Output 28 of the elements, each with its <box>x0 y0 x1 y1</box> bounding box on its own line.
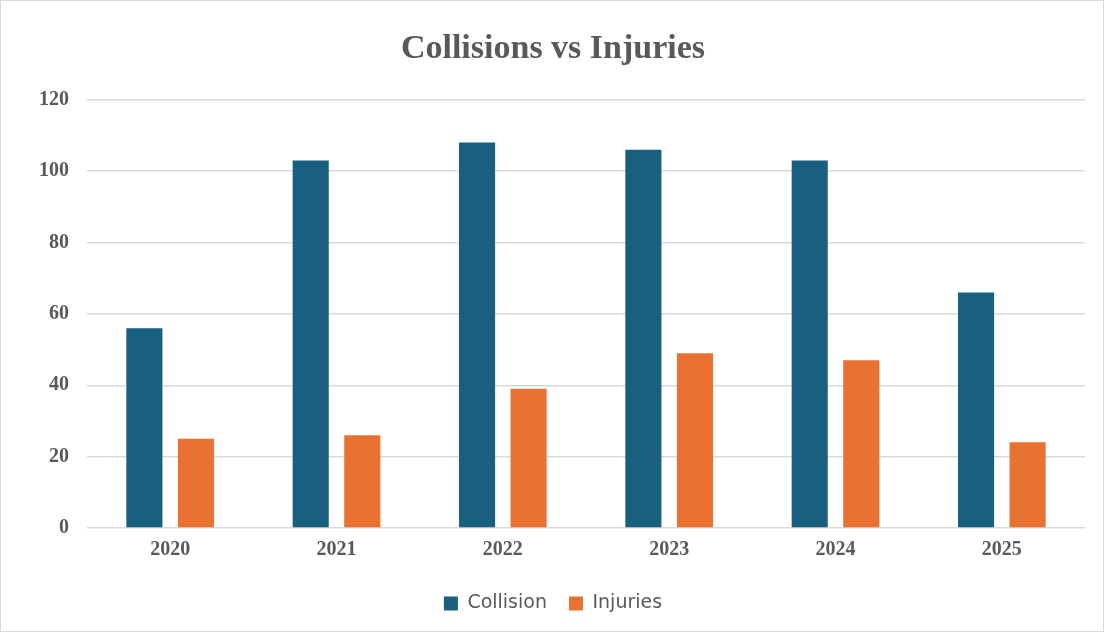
bar <box>625 149 662 528</box>
y-tick-label: 40 <box>49 372 69 395</box>
bar <box>958 292 995 528</box>
x-tick-label: 2024 <box>815 537 856 560</box>
bar <box>843 360 880 528</box>
y-tick-label: 100 <box>39 158 69 181</box>
bar <box>510 388 547 528</box>
bar <box>344 435 381 528</box>
x-tick-label: 2021 <box>316 537 357 560</box>
y-tick-label: 0 <box>59 515 69 538</box>
bar <box>791 160 828 528</box>
legend-label: Injuries <box>592 590 663 613</box>
y-tick-label: 120 <box>39 86 69 109</box>
bar <box>177 438 214 528</box>
chart-title: Collisions vs Injuries <box>400 28 706 66</box>
bar <box>676 353 713 528</box>
legend-label: Collision <box>467 590 547 613</box>
y-tick-label: 20 <box>49 443 69 466</box>
x-tick-label: 2020 <box>150 537 191 560</box>
x-tick-label: 2025 <box>981 537 1022 560</box>
x-tick-label: 2022 <box>482 537 523 560</box>
bar <box>459 142 496 528</box>
y-tick-label: 60 <box>49 301 69 324</box>
x-tick-label: 2023 <box>649 537 690 560</box>
bar <box>126 328 163 528</box>
y-tick-label: 80 <box>49 229 69 252</box>
bar <box>1009 442 1046 528</box>
bar <box>292 160 329 528</box>
